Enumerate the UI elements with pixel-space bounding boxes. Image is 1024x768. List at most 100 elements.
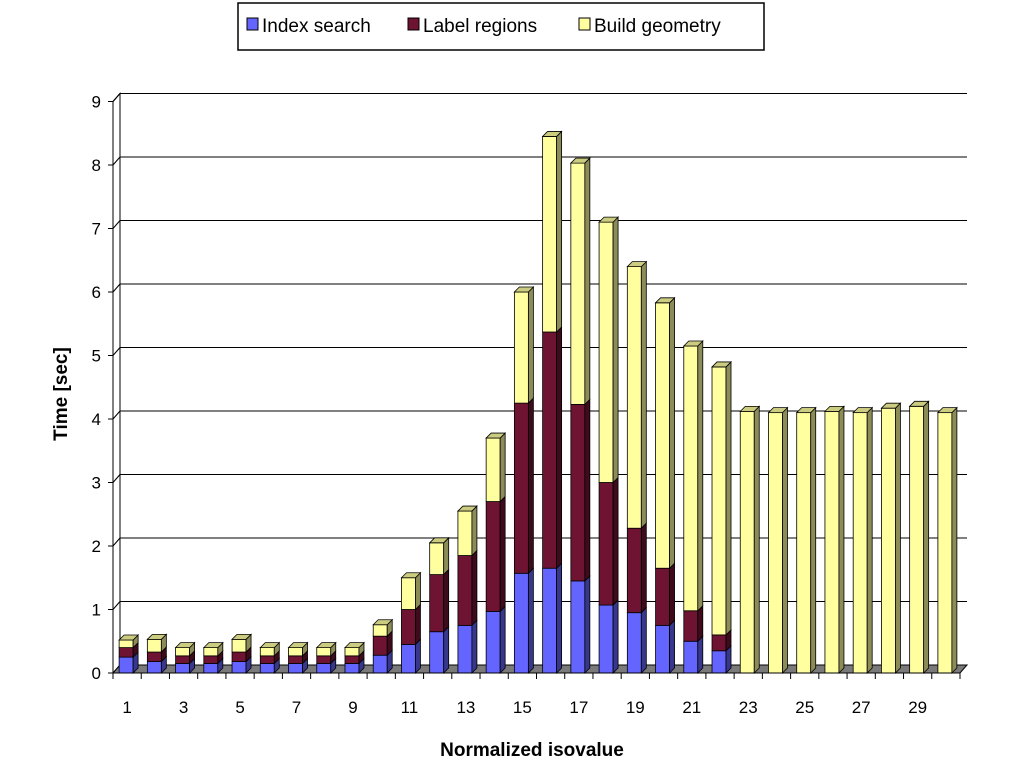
- bar-segment-top: [823, 405, 845, 412]
- bar-segment-side: [415, 638, 421, 674]
- gridline-depth: [112, 156, 121, 166]
- bar-segment-side: [584, 157, 591, 406]
- bar-segment: [401, 577, 416, 610]
- bar-segment-side: [951, 406, 958, 674]
- legend: Index search Label regions Build geometry: [237, 2, 765, 51]
- bar-stack: [852, 406, 874, 674]
- bar-segment: [344, 655, 360, 664]
- bar-segment: [344, 647, 360, 657]
- bar-segment-top: [146, 633, 168, 640]
- bar-segment-side: [471, 549, 478, 627]
- x-tick-label: 9: [348, 698, 357, 717]
- bar-stack: [118, 634, 140, 674]
- bar-segment: [429, 574, 445, 633]
- bar-stack: [287, 641, 309, 674]
- legend-item: Index search: [246, 16, 371, 37]
- bar-segment-side: [443, 625, 450, 674]
- bar-segment-top: [852, 407, 874, 414]
- bar-segment: [175, 655, 190, 664]
- bar-stack: [513, 286, 535, 674]
- x-tick-label: 5: [235, 698, 244, 717]
- bar-segment: [570, 580, 586, 674]
- y-tick-label: 5: [92, 347, 101, 366]
- bar-segment: [429, 631, 445, 674]
- bar-segment-top: [259, 642, 281, 648]
- bar-segment-top: [287, 642, 309, 648]
- bar-segment: [655, 567, 670, 626]
- x-tick-label: 17: [569, 698, 588, 717]
- x-tick-label: 21: [682, 698, 701, 717]
- gridline-depth: [112, 347, 121, 356]
- bar-segment-side: [415, 603, 421, 646]
- bar-segment-side: [556, 562, 563, 674]
- bar-segment-top: [118, 634, 140, 641]
- legend-swatch: [246, 17, 259, 31]
- bar-segment-side: [640, 522, 647, 614]
- bar-segment: [598, 221, 614, 483]
- bar-segment-top: [513, 286, 535, 293]
- bar-segment: [457, 510, 473, 556]
- gridline-depth: [112, 283, 121, 293]
- bar-segment: [175, 647, 190, 657]
- bar-segment-side: [527, 567, 534, 674]
- bar-stack: [823, 405, 845, 674]
- bar-stack: [711, 360, 732, 674]
- bar-segment: [739, 410, 755, 674]
- plot-walls: [112, 92, 121, 675]
- bar-stack: [795, 406, 817, 674]
- x-tick-label: 29: [908, 698, 927, 717]
- bar-segment-side: [443, 568, 450, 633]
- bar-segment: [429, 542, 445, 575]
- bar-stack: [598, 216, 620, 674]
- bar-segment: [259, 663, 275, 674]
- bar-stack: [569, 157, 591, 674]
- bar-stack: [739, 405, 761, 674]
- bar-segment: [542, 567, 558, 674]
- bar-stack: [880, 402, 902, 674]
- bar-segment: [259, 655, 275, 664]
- bar-segment: [711, 650, 727, 674]
- bar-segment-top: [682, 340, 704, 347]
- bar-segment-top: [202, 642, 224, 648]
- bar-segment-side: [725, 360, 732, 636]
- bar-segment: [768, 412, 783, 674]
- x-axis-title: Normalized isovalue: [440, 740, 624, 761]
- y-tick-label: 2: [92, 537, 101, 556]
- y-tick-label: 1: [92, 601, 101, 620]
- bar-segment: [542, 136, 558, 333]
- bar-stack: [146, 633, 168, 674]
- bar-segment: [655, 624, 670, 674]
- x-tick-label: 3: [179, 698, 188, 717]
- bar-stack: [936, 406, 958, 674]
- bar-stack: [626, 260, 648, 674]
- bar-segment-top: [456, 505, 478, 512]
- bar-segment-top: [569, 157, 591, 164]
- bar-segment: [513, 402, 529, 574]
- legend-swatch: [407, 17, 420, 31]
- bar-segment: [118, 656, 134, 674]
- bar-segment-side: [612, 216, 619, 484]
- y-tick-label: 9: [92, 93, 101, 112]
- bar-segment-top: [541, 131, 563, 137]
- bar-segment: [146, 661, 162, 674]
- bar-segment-side: [499, 605, 506, 674]
- legend-label: Label regions: [423, 16, 537, 37]
- bar-segment: [542, 331, 558, 569]
- bar-segment-side: [471, 505, 478, 557]
- bar-segment: [909, 405, 925, 674]
- legend-swatch: [578, 17, 591, 31]
- bar-segment: [175, 663, 190, 674]
- bar-segment-top: [711, 361, 732, 368]
- bar-segment-top: [372, 619, 394, 626]
- x-tick-label: 13: [456, 698, 475, 717]
- bar-segment: [626, 612, 642, 674]
- bar-segment-side: [527, 286, 534, 405]
- bar-segment-side: [640, 260, 647, 530]
- x-tick-label: 27: [852, 698, 871, 717]
- x-tick-label: 25: [795, 698, 814, 717]
- bar-segment-side: [895, 402, 901, 674]
- bar-segment: [711, 634, 727, 652]
- gridline-depth: [112, 601, 121, 610]
- bar-segment-side: [669, 296, 675, 570]
- bar-segment: [316, 655, 332, 664]
